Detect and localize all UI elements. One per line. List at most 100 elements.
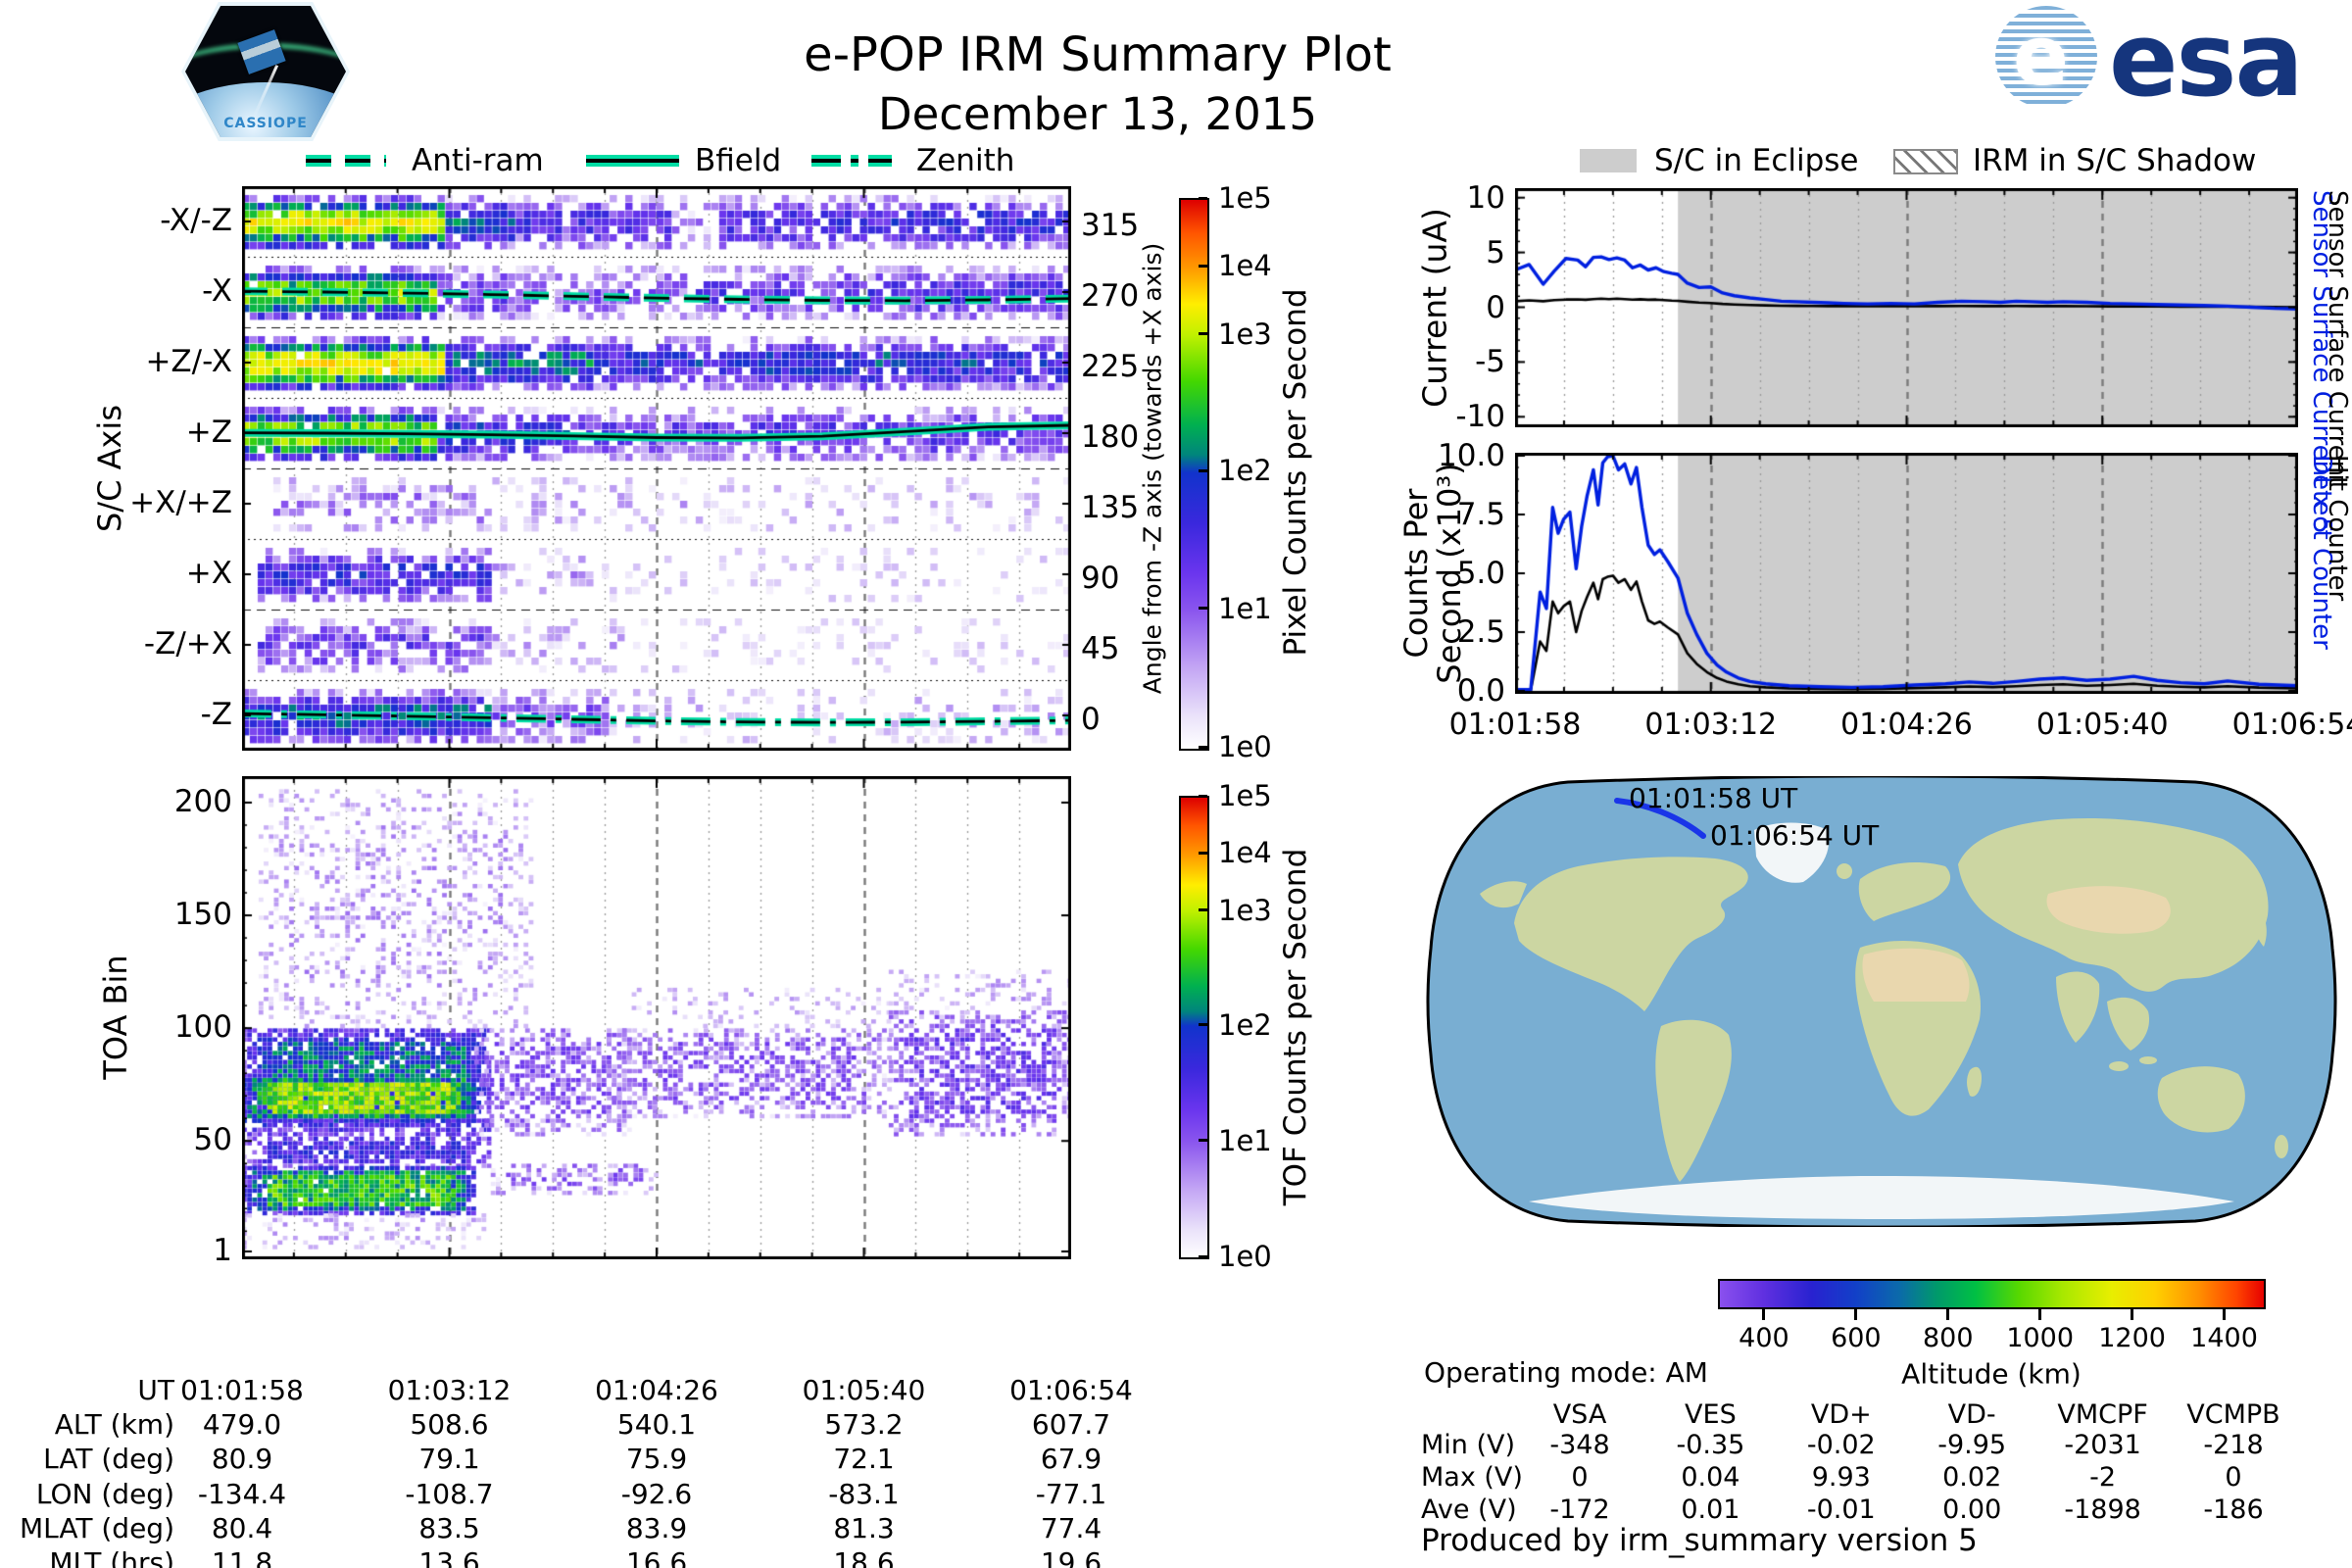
produced-by-label: Produced by irm_summary version 5 [1421, 1523, 1978, 1558]
tof-colorbar-tickmark-1e0 [1199, 1254, 1207, 1258]
altitude-tick-400: 400 [1739, 1323, 1789, 1353]
ephemeris-row-label-LON (deg): LON (deg) [35, 1477, 174, 1510]
counts-right-label-black: Hit Counter [2323, 455, 2352, 602]
ephemeris-value-r3-c2: -92.6 [620, 1477, 693, 1510]
sc-band-label-6: +X [185, 556, 232, 591]
map-japan [2254, 906, 2267, 947]
map-alaska [1480, 881, 1527, 908]
current-tick-10: 10 [1466, 180, 1505, 216]
tof-colorbar-tick-1e2: 1e2 [1218, 1007, 1272, 1042]
ephemeris-value-r2-c0: 80.9 [211, 1443, 273, 1476]
pixel-colorbar-tick-1e5: 1e5 [1218, 181, 1272, 215]
ephemeris-value-r4-c3: 81.3 [833, 1511, 895, 1544]
ephemeris-value-r5-c4: 19.6 [1040, 1546, 1102, 1568]
tof-colorbar-tick-1e4: 1e4 [1218, 836, 1272, 870]
legend-anti-ram-label: Anti-ram [412, 143, 544, 178]
map-indonesia-2 [2139, 1056, 2157, 1064]
counts-tick-5.0: 5.0 [1456, 556, 1505, 591]
counts-tick-0.0: 0.0 [1456, 673, 1505, 709]
current-tick--5: -5 [1475, 344, 1505, 380]
ephemeris-value-r1-c2: 540.1 [616, 1408, 697, 1442]
ephemeris-value-r0-c1: 01:03:12 [387, 1374, 512, 1406]
sc-band-label-4: +Z [185, 415, 232, 450]
voltage-value-r1-c3: 0.02 [1942, 1462, 2002, 1493]
voltage-value-r1-c2: 9.93 [1811, 1462, 1871, 1493]
altitude-tickmark-600 [1854, 1309, 1858, 1320]
legend-zenith-label: Zenith [916, 143, 1015, 178]
ephemeris-row-label-MLT (hrs): MLT (hrs) [49, 1546, 174, 1568]
ephemeris-value-r3-c3: -83.1 [828, 1477, 900, 1510]
ephemeris-value-r5-c0: 11.8 [211, 1546, 273, 1568]
altitude-tickmark-400 [1762, 1309, 1766, 1320]
antiram-legend-core [306, 159, 386, 163]
bfield-legend-swatch-icon [586, 155, 679, 167]
altitude-colorbar [1718, 1279, 2266, 1309]
ephemeris-value-r2-c4: 67.9 [1040, 1443, 1102, 1476]
tof-counts-colorbar [1179, 796, 1209, 1259]
bfield-legend-core [586, 159, 679, 163]
orbit-end-label: 01:06:54 UT [1710, 819, 1880, 852]
sc-band-label-2: -X [202, 273, 232, 309]
voltage-value-r0-c0: -348 [1549, 1430, 1610, 1460]
pixel-colorbar-tickmark-1e4 [1199, 264, 1207, 268]
patch-label: CASSIOPE [223, 116, 308, 131]
angle-tick-135: 135 [1081, 490, 1140, 525]
voltage-value-r1-c5: 0 [2225, 1462, 2242, 1493]
voltage-value-r0-c2: -0.02 [1806, 1430, 1876, 1460]
ephemeris-value-r0-c4: 01:06:54 [1009, 1374, 1133, 1406]
map-new-zealand [2275, 1135, 2288, 1158]
angle-tick-0: 0 [1081, 702, 1101, 737]
legend-bfield-label: Bfield [695, 143, 782, 178]
ephemeris-value-r3-c1: -108.7 [405, 1477, 494, 1510]
ephemeris-value-r1-c1: 508.6 [410, 1408, 489, 1442]
world-map-svg [1426, 774, 2337, 1229]
voltage-value-r0-c5: -218 [2203, 1430, 2264, 1460]
orbit-ground-track [1614, 798, 1706, 839]
voltage-value-r2-c1: 0.01 [1681, 1494, 1740, 1525]
angle-tick-270: 270 [1081, 278, 1140, 314]
voltage-col-VCMPB: VCMPB [2186, 1399, 2280, 1430]
map-europe [1858, 862, 1951, 921]
altitude-tick-1400: 1400 [2190, 1323, 2258, 1353]
voltage-col-VES: VES [1685, 1399, 1737, 1430]
map-india [2056, 971, 2100, 1043]
tof-colorbar-tickmark-1e5 [1199, 794, 1207, 798]
map-indonesia-1 [2109, 1061, 2129, 1071]
ephemeris-value-r4-c1: 83.5 [418, 1511, 480, 1544]
pixel-colorbar-tickmark-1e3 [1199, 332, 1207, 336]
voltage-row-label-Min (V): Min (V) [1421, 1430, 1516, 1460]
ephemeris-value-r1-c3: 573.2 [824, 1408, 904, 1442]
orbit-start-label: 01:01:58 UT [1629, 782, 1798, 814]
cassiope-mission-patch-icon: CASSIOPE [181, 2, 350, 141]
esa-logo-text: esa [2109, 0, 2304, 120]
altitude-bar-title: Altitude (km) [1901, 1357, 2082, 1391]
current-tick-0: 0 [1486, 289, 1505, 325]
map-southeast-asia [2107, 997, 2150, 1051]
counts-tick-2.5: 2.5 [1456, 614, 1505, 650]
counts-chart [1515, 453, 2298, 694]
voltage-value-r0-c3: -9.95 [1937, 1430, 2007, 1460]
ephemeris-value-r2-c3: 72.1 [833, 1443, 895, 1476]
map-south-america [1655, 1019, 1732, 1182]
operating-mode-label: Operating mode: AM [1424, 1356, 1708, 1389]
map-deserts [1862, 886, 2171, 1002]
pixel-colorbar-tick-1e0: 1e0 [1218, 730, 1272, 763]
angle-tick-315: 315 [1081, 208, 1140, 243]
map-madagascar [1967, 1066, 1982, 1097]
zenith-legend-swatch-icon [811, 155, 892, 167]
ephemeris-value-r2-c2: 75.9 [625, 1443, 688, 1476]
current-tick-5: 5 [1486, 234, 1505, 270]
tof-colorbar-tickmark-1e1 [1199, 1139, 1207, 1143]
tof-colorbar-tickmark-1e2 [1199, 1023, 1207, 1027]
sc-band-label-5: +X/+Z [129, 485, 232, 520]
angle-tick-90: 90 [1081, 561, 1120, 596]
pixel-colorbar-tickmark-1e1 [1199, 607, 1207, 611]
time-tick-2: 01:04:26 [1840, 708, 1973, 742]
ephemeris-value-r2-c1: 79.1 [418, 1443, 480, 1476]
voltage-value-r1-c1: 0.04 [1681, 1462, 1740, 1493]
current-right-label-black: Sensor Surface Current [2323, 190, 2352, 487]
toa-tick-150: 150 [173, 897, 232, 933]
map-uk [1837, 863, 1852, 879]
time-tick-3: 01:05:40 [2035, 708, 2169, 742]
zenith-legend-core [811, 159, 892, 163]
